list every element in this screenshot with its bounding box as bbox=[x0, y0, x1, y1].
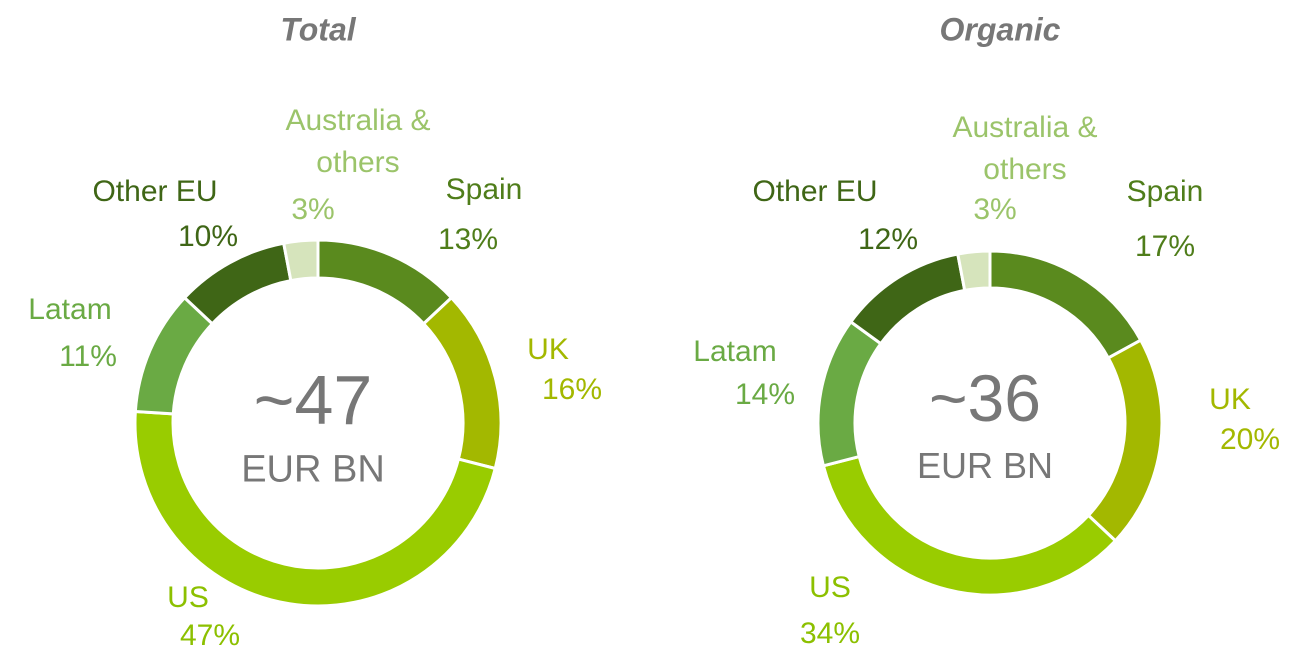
category-label: Spain bbox=[445, 173, 523, 206]
center-sublabel: EUR BN bbox=[916, 445, 1054, 486]
value-label: 11% bbox=[59, 340, 117, 373]
donut-segment bbox=[1086, 338, 1164, 543]
donut-segment bbox=[956, 249, 992, 293]
category-label: Latam bbox=[693, 335, 777, 368]
category-label: Other EU bbox=[92, 175, 218, 208]
donut-segment bbox=[133, 295, 215, 416]
donut-segment bbox=[281, 238, 320, 283]
category-label: US bbox=[167, 581, 209, 614]
value-label: 3% bbox=[291, 193, 335, 226]
donut-segment bbox=[816, 319, 883, 468]
value-label: 16% bbox=[541, 373, 603, 406]
category-label: Australia & others bbox=[952, 111, 1098, 186]
donut-segment bbox=[988, 249, 1143, 360]
value-label: 13% bbox=[437, 223, 499, 256]
value-label: 10% bbox=[177, 220, 239, 253]
category-label: Latam bbox=[28, 293, 112, 326]
category-label: Australia & others bbox=[285, 104, 431, 179]
value-label: 20% bbox=[1219, 423, 1281, 456]
chart-title: Total bbox=[280, 11, 356, 48]
category-label: UK bbox=[1209, 383, 1251, 416]
value-label: 17% bbox=[1134, 230, 1196, 263]
center-label: ~47 bbox=[253, 361, 373, 439]
donut-segment bbox=[316, 238, 454, 326]
donut-segment bbox=[421, 295, 503, 471]
donut-segment bbox=[133, 409, 498, 608]
value-label: 47% bbox=[179, 619, 241, 652]
donut-segment bbox=[848, 252, 967, 346]
value-label: 34% bbox=[799, 617, 861, 650]
category-label: UK bbox=[527, 333, 569, 366]
category-label: US bbox=[809, 571, 851, 604]
value-label: 14% bbox=[734, 378, 796, 411]
category-label: Other EU bbox=[752, 175, 878, 208]
category-label: Spain bbox=[1126, 175, 1204, 208]
value-label: 12% bbox=[857, 223, 919, 256]
value-label: 3% bbox=[973, 193, 1017, 226]
center-label: ~36 bbox=[929, 361, 1041, 435]
center-sublabel: EUR BN bbox=[241, 448, 385, 491]
chart-title: Organic bbox=[939, 11, 1061, 48]
